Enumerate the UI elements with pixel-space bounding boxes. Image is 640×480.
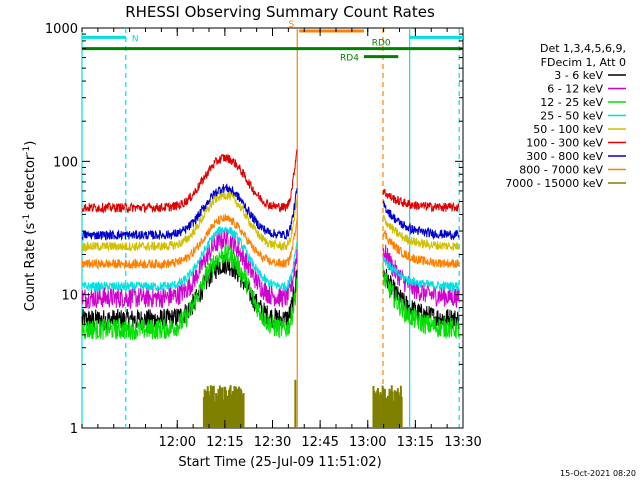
vertical-markers bbox=[81, 28, 460, 428]
x-tick-label: 12:45 bbox=[301, 435, 338, 450]
legend-label-1: 3 - 6 keV bbox=[554, 69, 603, 82]
series-line-3-a bbox=[81, 244, 298, 340]
series-line-5-a bbox=[81, 190, 298, 253]
x-tick-label: 13:15 bbox=[397, 435, 434, 450]
series-line-2-b bbox=[382, 244, 460, 308]
legend: Det 1,3,4,5,6,9, FDecim 1, Att 0 3 - 6 k… bbox=[505, 42, 626, 190]
x-tick-label: 12:15 bbox=[206, 435, 243, 450]
series-line-4-b bbox=[382, 255, 460, 293]
legend-label-4: 25 - 50 keV bbox=[540, 110, 603, 123]
attitude-label-s: S bbox=[288, 20, 294, 30]
y-tick-label: 10 bbox=[61, 289, 78, 304]
x-tick-label: 12:30 bbox=[254, 435, 291, 450]
footer-timestamp: 15-Oct-2021 08:20 bbox=[560, 469, 636, 478]
series-line-5-b bbox=[382, 213, 460, 251]
legend-label-2: 6 - 12 keV bbox=[547, 83, 603, 96]
legend-label-8: 800 - 7000 keV bbox=[519, 164, 603, 177]
attitude-label-rd0: RD0 bbox=[372, 39, 391, 49]
legend-header-line-2: FDecim 1, Att 0 bbox=[541, 56, 626, 69]
series-lines bbox=[81, 149, 460, 428]
attitude-bars: N S RD0 RD4 bbox=[82, 20, 463, 64]
series-line-7-b bbox=[382, 200, 460, 241]
x-tick-label: 13:30 bbox=[444, 435, 481, 450]
y-axis-title-sup1: -1 bbox=[22, 214, 32, 223]
series-line-1-b bbox=[382, 268, 460, 330]
y-axis-title-sup2: -1 bbox=[22, 146, 32, 155]
y-tick-label: 1000 bbox=[45, 22, 78, 37]
legend-header-line-1: Det 1,3,4,5,6,9, bbox=[540, 42, 626, 55]
axes: 1 10 100 1000 12:00 12:15 12:30 12:45 13:00 13:15… bbox=[45, 22, 482, 450]
x-tick-label: 12:00 bbox=[159, 435, 196, 450]
y-axis-title-mid: detector bbox=[23, 154, 38, 214]
y-tick-label: 100 bbox=[53, 155, 78, 170]
y-axis-title: Count Rate (s-1 detector-1) bbox=[22, 141, 38, 312]
legend-label-5: 50 - 100 keV bbox=[533, 123, 603, 136]
series-line-6-b bbox=[382, 188, 460, 213]
series-line-7-a bbox=[81, 183, 298, 242]
y-axis-title-suffix: ) bbox=[23, 141, 38, 146]
x-axis-title: Start Time (25-Jul-09 11:51:02) bbox=[178, 455, 381, 470]
series-line-6-a bbox=[81, 149, 298, 214]
attitude-label-n: N bbox=[132, 34, 139, 44]
legend-label-6: 100 - 300 keV bbox=[526, 137, 603, 150]
y-tick-label: 1 bbox=[70, 422, 78, 437]
y-axis-title-prefix: Count Rate (s bbox=[23, 223, 38, 312]
legend-label-3: 12 - 25 keV bbox=[540, 96, 603, 109]
series-line-8-a bbox=[81, 213, 298, 271]
attitude-label-rd4: RD4 bbox=[340, 54, 359, 64]
x-tick-label: 13:00 bbox=[349, 435, 386, 450]
series-line-4-a bbox=[81, 226, 298, 293]
legend-label-7: 300 - 800 keV bbox=[526, 150, 603, 163]
chart-title: RHESSI Observing Summary Count Rates bbox=[125, 3, 435, 21]
legend-label-9: 7000 - 15000 keV bbox=[505, 177, 603, 190]
series-line-3-b bbox=[382, 265, 460, 340]
series-line-8-b bbox=[382, 229, 460, 269]
